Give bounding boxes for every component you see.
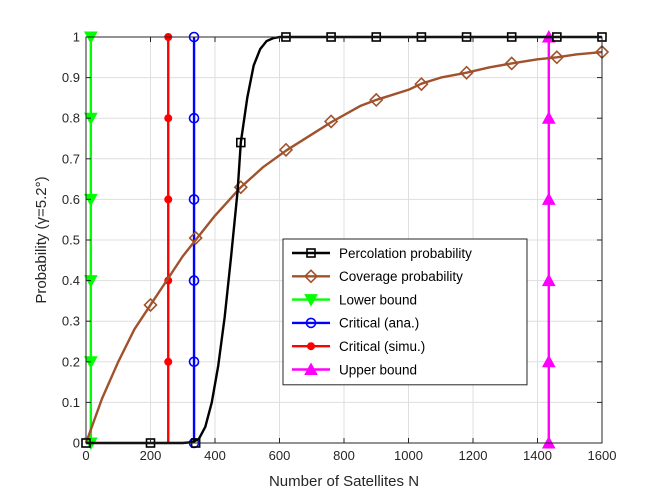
y-tick-label: 0.3: [62, 314, 80, 329]
data-point: [541, 354, 556, 368]
legend: Percolation probability Coverage probabil…: [282, 238, 528, 386]
data-point: [188, 230, 203, 246]
data-point: [414, 76, 429, 92]
data-point: [549, 50, 564, 65]
x-tick-label: 400: [204, 448, 226, 463]
legend-label: Critical (ana.): [339, 316, 419, 331]
legend-item: Percolation probability: [292, 246, 472, 261]
y-tick-label: 0.8: [62, 111, 80, 126]
x-tick-label: 0: [82, 448, 89, 463]
data-point: [541, 192, 556, 205]
y-tick-label: 0.7: [62, 151, 80, 166]
legend-label: Critical (simu.): [339, 339, 425, 354]
y-tick-label: 1: [73, 30, 80, 45]
x-tick-label: 200: [140, 448, 162, 463]
axis-ticks: 0 200 400 600 800 1000 1200 1400 1600 0 0.1 0.2 0.3 0…: [62, 30, 617, 464]
legend-item: Upper bound: [292, 362, 417, 377]
data-point: [143, 297, 158, 313]
legend-swatch-marker: [305, 317, 317, 329]
data-point: [541, 273, 556, 287]
series-critical-simu: [164, 33, 173, 443]
y-tick-label: 0: [73, 436, 80, 451]
legend-label: Coverage probability: [339, 269, 463, 284]
x-tick-label: 1000: [394, 448, 423, 463]
data-point: [164, 195, 173, 204]
y-tick-label: 0.5: [62, 233, 80, 248]
data-point: [164, 114, 173, 123]
data-point: [459, 65, 474, 80]
x-tick-label: 1400: [523, 448, 552, 463]
x-tick-label: 600: [269, 448, 291, 463]
x-tick-label: 1600: [588, 448, 617, 463]
series-coverage-probability: [84, 44, 610, 444]
legend-item: Critical (ana.): [292, 316, 419, 331]
y-tick-label: 0.2: [62, 354, 80, 369]
data-point: [504, 56, 519, 71]
y-tick-label: 0.4: [62, 273, 80, 288]
y-tick-label: 0.6: [62, 192, 80, 207]
legend-swatch-marker: [306, 248, 316, 258]
data-point: [188, 356, 200, 368]
y-tick-label: 0.1: [62, 395, 80, 410]
legend-swatch-marker: [304, 362, 318, 375]
data-point: [164, 357, 173, 366]
data-point: [188, 275, 200, 286]
legend-label: Lower bound: [339, 292, 417, 307]
data-point: [188, 194, 200, 205]
legend-item: Critical (simu.): [292, 339, 425, 354]
legend-label: Percolation probability: [339, 246, 472, 261]
legend-box: [282, 238, 528, 386]
x-tick-label: 800: [333, 448, 355, 463]
y-axis-label: Probability (γ=5.2°): [33, 176, 50, 303]
x-axis-label: Number of Satellites N: [269, 473, 419, 490]
legend-label: Upper bound: [339, 362, 417, 377]
x-tick-label: 1200: [459, 448, 488, 463]
legend-swatch-marker: [303, 269, 319, 284]
data-point: [541, 111, 556, 124]
legend-item: Coverage probability: [292, 269, 463, 284]
data-point: [369, 92, 384, 108]
data-point: [278, 142, 294, 157]
data-point: [323, 114, 339, 129]
legend-swatch-marker: [304, 294, 318, 307]
series-line: [86, 35, 602, 445]
data-point: [236, 137, 246, 148]
legend-swatch-marker: [307, 342, 315, 351]
legend-item: Lower bound: [292, 292, 417, 307]
y-tick-label: 0.9: [62, 70, 80, 85]
data-point: [188, 112, 200, 124]
